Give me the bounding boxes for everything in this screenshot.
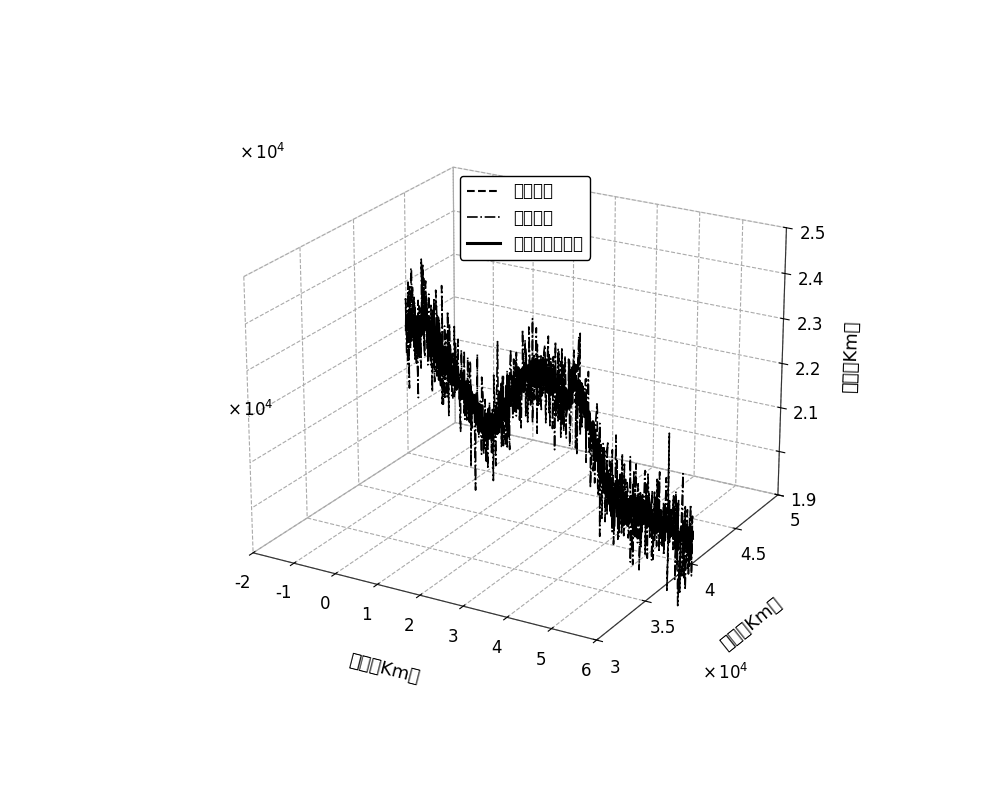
Text: $\times\,10^4$: $\times\,10^4$ (239, 143, 286, 163)
Y-axis label: 纵轴》Km「: 纵轴》Km「 (717, 595, 785, 654)
X-axis label: 横轴》Km「: 横轴》Km「 (347, 651, 421, 686)
Legend: 真实轨迹, 量测轨迹, 本发明滤波估计: 真实轨迹, 量测轨迹, 本发明滤波估计 (460, 176, 590, 260)
Text: $\times\,10^4$: $\times\,10^4$ (702, 663, 748, 683)
Text: $\times\,10^4$: $\times\,10^4$ (227, 400, 274, 420)
